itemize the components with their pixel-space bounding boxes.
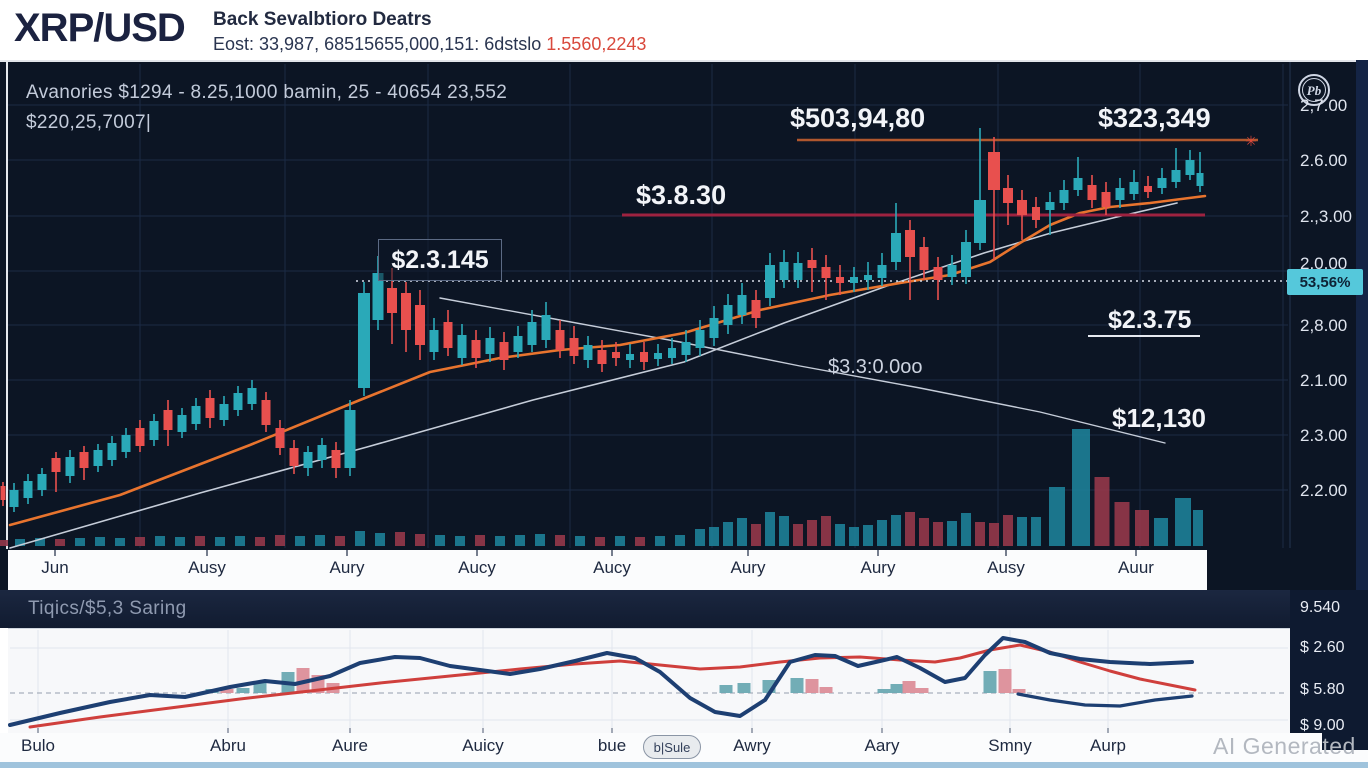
date-axis-strip (8, 550, 1207, 590)
level-label-12130: $12,130 (1112, 403, 1206, 433)
bottom-edge-line (0, 762, 1368, 768)
ind-date-5: Awry (733, 736, 771, 755)
price-tick-7: 2.2.00 (1300, 481, 1348, 500)
level-label-2375: $2.3.75 (1108, 306, 1192, 334)
right-edge-shade (1356, 60, 1368, 590)
indicator-title: Tiqics/$5,3 Saring (28, 598, 187, 619)
last-price-tag: 53,56% (1287, 269, 1363, 295)
series-value-line: $220,25,7007| (26, 112, 152, 133)
ind-date-4: bue (597, 736, 627, 755)
ind-date-1: Abru (210, 736, 246, 755)
medallion-glyph: Pb (1307, 83, 1322, 98)
indicator-panel-background (8, 628, 1290, 734)
month-label-8: Auur (1118, 558, 1154, 577)
symbol-title: XRP/USD (14, 6, 186, 50)
month-label-2: Aury (329, 558, 365, 577)
level-label-380: $3.8.30 (636, 180, 727, 210)
month-label-7: Ausy (987, 558, 1025, 577)
level-label-323: $323,349 (1098, 103, 1211, 133)
price-tick-6: 2.3.00 (1300, 426, 1348, 445)
indicator-title-strip (0, 590, 1368, 628)
ind-date-2: Aure (332, 736, 368, 755)
ai-generated-watermark: AI Generated (1213, 733, 1356, 759)
logo-medallion-icon: Pb (1296, 72, 1332, 108)
month-label-0: Jun (41, 558, 69, 577)
stats-text: Eost: 33,987, 68515655,000,151: 6dstslo (213, 34, 542, 54)
month-label-5: Aury (730, 558, 766, 577)
series-info-line: Avanories $1294 - 8.25,1000 bamin, 25 - … (26, 82, 508, 103)
ind-tick-1: $ 2.60 (1300, 639, 1345, 656)
ind-tick-3: $ 9.00 (1300, 717, 1345, 734)
month-label-1: Ausy (188, 558, 226, 577)
chart-subtitle: Back Sevalbtioro Deatrs (213, 9, 432, 30)
ind-date-0: Bulo (20, 736, 56, 755)
month-label-4: Aucy (593, 558, 631, 577)
price-tick-1: 2.6.00 (1300, 151, 1348, 170)
ind-date-8: Aurp (1090, 736, 1126, 755)
scroll-to-latest-button[interactable]: b|Sule (643, 735, 701, 759)
ind-date-6: Aary (864, 736, 900, 755)
price-tick-4: 2,8.00 (1300, 316, 1348, 335)
indicator-axis-column (1290, 590, 1368, 733)
price-tick-5: 2.1.00 (1300, 371, 1348, 390)
corner-box (1322, 733, 1368, 750)
ind-tick-0: 9.540 (1300, 599, 1341, 616)
price-tick-3: 2.0.00 (1300, 254, 1348, 273)
level-label-503: $503,94,80 (790, 103, 926, 133)
ind-tick-2: $ 5.80 (1300, 681, 1345, 698)
price-tick-0: 2,7.00 (1300, 96, 1348, 115)
month-label-6: Aury (860, 558, 896, 577)
ind-date-7: Smny (988, 736, 1032, 755)
stats-value: 1.5560,2243 (546, 34, 647, 54)
level-label-2345-box: $2.3.145 (378, 239, 502, 281)
ind-date-3: Auicy (462, 736, 504, 755)
level-label-330: $3.3:0.0oo (828, 356, 923, 378)
price-tick-2: 2.,3.00 (1300, 207, 1352, 226)
svg-text:✳: ✳ (1245, 133, 1257, 149)
month-label-3: Aucy (458, 558, 496, 577)
stats-line: Eost: 33,987, 68515655,000,151: 6dstslo … (213, 34, 646, 55)
